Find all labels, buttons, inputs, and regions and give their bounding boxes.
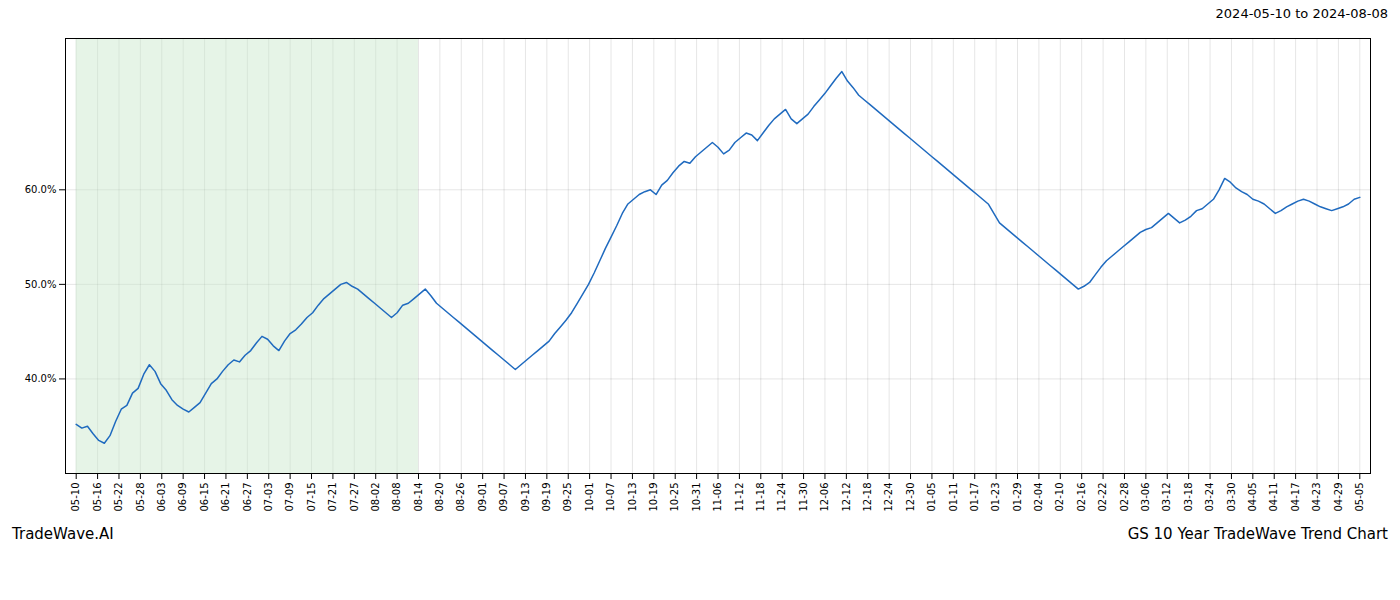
svg-text:06-27: 06-27 (242, 483, 253, 512)
svg-text:02-28: 02-28 (1119, 483, 1130, 512)
svg-text:01-17: 01-17 (969, 483, 980, 512)
svg-text:07-27: 07-27 (349, 483, 360, 512)
svg-text:09-07: 09-07 (498, 483, 509, 512)
svg-text:12-24: 12-24 (883, 483, 894, 512)
svg-text:04-23: 04-23 (1311, 483, 1322, 512)
svg-text:05-22: 05-22 (113, 483, 124, 512)
svg-text:09-25: 09-25 (562, 483, 573, 512)
svg-text:10-25: 10-25 (669, 483, 680, 512)
svg-text:04-11: 04-11 (1268, 483, 1279, 512)
svg-text:01-23: 01-23 (990, 483, 1001, 512)
svg-text:11-18: 11-18 (755, 483, 766, 512)
svg-text:60.0%: 60.0% (25, 184, 57, 195)
svg-text:04-05: 04-05 (1247, 483, 1258, 512)
svg-text:02-10: 02-10 (1054, 483, 1065, 512)
svg-text:03-30: 03-30 (1226, 483, 1237, 512)
svg-text:02-16: 02-16 (1076, 483, 1087, 512)
svg-text:08-02: 08-02 (370, 483, 381, 512)
html-text:TradeWave.AI: TradeWave.AI (12, 525, 114, 543)
svg-text:02-04: 02-04 (1033, 483, 1044, 512)
svg-text:10-01: 10-01 (584, 483, 595, 512)
svg-text:09-19: 09-19 (541, 483, 552, 512)
html-text:GS 10 Year TradeWave Trend Cha: GS 10 Year TradeWave Trend Chart (1127, 525, 1388, 543)
html-text:2024-05-10 to 2024-08-08: 2024-05-10 to 2024-08-08 (1215, 6, 1388, 21)
svg-text:12-30: 12-30 (905, 483, 916, 512)
svg-text:40.0%: 40.0% (25, 373, 57, 384)
svg-text:12-18: 12-18 (862, 483, 873, 512)
svg-text:11-24: 11-24 (776, 483, 787, 512)
svg-text:07-21: 07-21 (327, 483, 338, 512)
svg-text:01-29: 01-29 (1012, 483, 1023, 512)
svg-text:10-07: 10-07 (605, 483, 616, 512)
svg-text:11-06: 11-06 (712, 483, 723, 512)
svg-text:08-08: 08-08 (391, 483, 402, 512)
svg-text:07-09: 07-09 (284, 483, 295, 512)
svg-text:10-19: 10-19 (648, 483, 659, 512)
svg-text:06-21: 06-21 (220, 483, 231, 512)
svg-text:03-06: 03-06 (1140, 483, 1151, 512)
svg-text:08-20: 08-20 (434, 483, 445, 512)
svg-text:06-15: 06-15 (199, 483, 210, 512)
svg-text:05-05: 05-05 (1354, 483, 1365, 512)
svg-text:03-12: 03-12 (1161, 483, 1172, 512)
svg-text:50.0%: 50.0% (25, 279, 57, 290)
svg-text:12-06: 12-06 (819, 483, 830, 512)
svg-text:09-01: 09-01 (477, 483, 488, 512)
svg-text:07-03: 07-03 (263, 483, 274, 512)
svg-text:05-16: 05-16 (92, 483, 103, 512)
svg-text:01-05: 01-05 (926, 483, 937, 512)
svg-text:06-03: 06-03 (156, 483, 167, 512)
svg-text:04-29: 04-29 (1333, 483, 1344, 512)
svg-text:11-30: 11-30 (798, 483, 809, 512)
svg-text:05-10: 05-10 (70, 483, 81, 512)
svg-text:12-12: 12-12 (841, 483, 852, 512)
svg-text:11-12: 11-12 (734, 483, 745, 512)
svg-text:01-11: 01-11 (948, 483, 959, 512)
svg-text:04-17: 04-17 (1290, 483, 1301, 512)
svg-text:06-09: 06-09 (177, 483, 188, 512)
svg-text:09-13: 09-13 (520, 483, 531, 512)
svg-text:03-18: 03-18 (1183, 483, 1194, 512)
svg-text:10-31: 10-31 (691, 483, 702, 512)
svg-text:02-22: 02-22 (1097, 483, 1108, 512)
svg-text:05-28: 05-28 (135, 483, 146, 512)
svg-text:03-24: 03-24 (1204, 483, 1215, 512)
svg-text:08-14: 08-14 (413, 483, 424, 512)
svg-text:08-26: 08-26 (455, 483, 466, 512)
svg-text:10-13: 10-13 (627, 483, 638, 512)
svg-text:07-15: 07-15 (306, 483, 317, 512)
